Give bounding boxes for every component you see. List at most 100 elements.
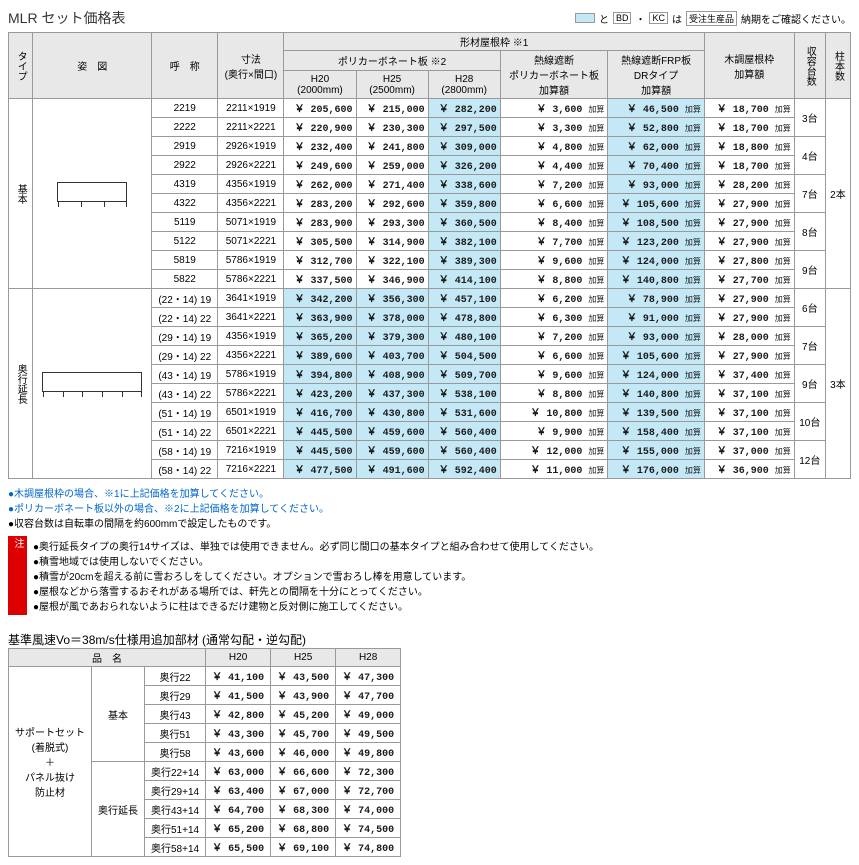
price-cell: ￥ 389,600 — [284, 346, 356, 365]
addon-name: 奥行29 — [145, 686, 206, 705]
price-cell: ￥ 6,300 加算 — [500, 308, 608, 327]
row-dim: 7216×1919 — [218, 441, 284, 460]
warning-box: 注 ●奥行延長タイプの奥行14サイズは、単独では使用できません。必ず同じ間口の基… — [8, 536, 851, 615]
type-ext: 奥行延長 — [9, 289, 33, 479]
addon-col-name: 品 名 — [9, 649, 206, 667]
price-cell: ￥ 11,000 加算 — [500, 460, 608, 479]
addon-price: ￥ 46,000 — [271, 743, 336, 762]
addon-price: ￥ 67,000 — [271, 781, 336, 800]
warning-text: ●奥行延長タイプの奥行14サイズは、単独では使用できません。必ず同じ間口の基本タ… — [27, 536, 605, 615]
col-heat: 熱線遮断ポリカーボネート板加算額 — [500, 51, 608, 99]
addon-group-basic: 基本 — [92, 667, 145, 762]
price-cell: ￥ 37,100 加算 — [704, 403, 794, 422]
col-pillar: 柱本数 — [825, 33, 850, 99]
row-dim: 3641×2221 — [218, 308, 284, 327]
price-cell: ￥ 36,900 加算 — [704, 460, 794, 479]
row-name: 2919 — [152, 137, 218, 156]
row-dim: 4356×2221 — [218, 194, 284, 213]
row-name: (22・14) 22 — [152, 308, 218, 327]
note-2: ●ポリカーボネート板以外の場合、※2に上記価格を加算してください。 — [8, 500, 851, 515]
col-figure: 姿 図 — [33, 33, 152, 99]
addon-col-h25: H25 — [271, 649, 336, 667]
price-cell: ￥ 359,800 — [428, 194, 500, 213]
row-dim: 2211×1919 — [218, 99, 284, 118]
price-cell: ￥ 8,800 加算 — [500, 270, 608, 289]
addon-price: ￥ 63,000 — [206, 762, 271, 781]
price-cell: ￥ 27,900 加算 — [704, 346, 794, 365]
price-cell: ￥ 124,000 加算 — [608, 251, 705, 270]
row-name: 5122 — [152, 232, 218, 251]
addon-price: ￥ 72,700 — [336, 781, 401, 800]
price-cell: ￥ 18,700 加算 — [704, 118, 794, 137]
col-name: 呼 称 — [152, 33, 218, 99]
price-cell: ￥ 27,800 加算 — [704, 251, 794, 270]
price-cell: ￥ 9,600 加算 — [500, 365, 608, 384]
price-cell: ￥ 346,900 — [356, 270, 428, 289]
price-cell: ￥ 379,300 — [356, 327, 428, 346]
price-table: タイプ 姿 図 呼 称 寸法(奥行×間口) 形材屋根枠 ※1 木調屋根枠加算額 … — [8, 32, 851, 479]
row-name: (22・14) 19 — [152, 289, 218, 308]
addon-price: ￥ 49,000 — [336, 705, 401, 724]
price-cell: ￥ 363,900 — [284, 308, 356, 327]
price-cell: ￥ 12,000 加算 — [500, 441, 608, 460]
addon-price: ￥ 64,700 — [206, 800, 271, 819]
price-cell: ￥ 297,500 — [428, 118, 500, 137]
price-cell: ￥ 3,600 加算 — [500, 99, 608, 118]
price-cell: ￥ 230,300 — [356, 118, 428, 137]
col-wood: 木調屋根枠加算額 — [704, 33, 794, 99]
row-dim: 2211×2221 — [218, 118, 284, 137]
price-cell: ￥ 459,600 — [356, 441, 428, 460]
price-cell: ￥ 70,400 加算 — [608, 156, 705, 175]
addon-name: 奥行29+14 — [145, 781, 206, 800]
price-cell: ￥ 322,100 — [356, 251, 428, 270]
price-cell: ￥ 8,400 加算 — [500, 213, 608, 232]
row-name: (29・14) 19 — [152, 327, 218, 346]
price-cell: ￥ 37,400 加算 — [704, 365, 794, 384]
figure-ext — [33, 289, 152, 479]
addon-price: ￥ 43,600 — [206, 743, 271, 762]
price-cell: ￥ 7,200 加算 — [500, 175, 608, 194]
price-cell: ￥ 93,000 加算 — [608, 327, 705, 346]
price-cell: ￥ 338,600 — [428, 175, 500, 194]
col-dim: 寸法(奥行×間口) — [218, 33, 284, 99]
price-cell: ￥ 158,400 加算 — [608, 422, 705, 441]
price-cell: ￥ 283,200 — [284, 194, 356, 213]
price-cell: ￥ 459,600 — [356, 422, 428, 441]
price-cell: ￥ 176,000 加算 — [608, 460, 705, 479]
price-cell: ￥ 293,300 — [356, 213, 428, 232]
price-cell: ￥ 18,700 加算 — [704, 156, 794, 175]
price-cell: ￥ 37,100 加算 — [704, 384, 794, 403]
price-cell: ￥ 592,400 — [428, 460, 500, 479]
row-dim: 5786×1919 — [218, 365, 284, 384]
cap-cell: 7台 — [794, 327, 825, 365]
col-group-top: 形材屋根枠 ※1 — [284, 33, 704, 51]
addon-col-h20: H20 — [206, 649, 271, 667]
row-name: 2922 — [152, 156, 218, 175]
col-cap: 収容台数 — [794, 33, 825, 99]
addon-price: ￥ 41,100 — [206, 667, 271, 686]
addon-table: 品 名 H20 H25 H28 サポートセット (着脱式) ＋ パネル抜け 防止… — [8, 648, 401, 857]
legend-boxed: 受注生産品 — [686, 11, 737, 26]
row-dim: 7216×2221 — [218, 460, 284, 479]
addon-name: 奥行22 — [145, 667, 206, 686]
price-cell: ￥ 10,800 加算 — [500, 403, 608, 422]
price-cell: ￥ 437,300 — [356, 384, 428, 403]
price-cell: ￥ 105,600 加算 — [608, 194, 705, 213]
price-cell: ￥ 314,900 — [356, 232, 428, 251]
price-cell: ￥ 271,400 — [356, 175, 428, 194]
price-cell: ￥ 430,800 — [356, 403, 428, 422]
price-cell: ￥ 560,400 — [428, 422, 500, 441]
price-cell: ￥ 9,600 加算 — [500, 251, 608, 270]
row-name: (51・14) 22 — [152, 422, 218, 441]
addon-price: ￥ 63,400 — [206, 781, 271, 800]
addon-name: 奥行43 — [145, 705, 206, 724]
price-cell: ￥ 457,100 — [428, 289, 500, 308]
addon-group-ext: 奥行延長 — [92, 762, 145, 857]
price-cell: ￥ 414,100 — [428, 270, 500, 289]
row-dim: 5786×2221 — [218, 270, 284, 289]
price-cell: ￥ 360,500 — [428, 213, 500, 232]
price-cell: ￥ 356,300 — [356, 289, 428, 308]
addon-price: ￥ 65,500 — [206, 838, 271, 857]
addon-row: サポートセット (着脱式) ＋ パネル抜け 防止材基本奥行22￥ 41,100￥… — [9, 667, 401, 686]
row-name: 4319 — [152, 175, 218, 194]
